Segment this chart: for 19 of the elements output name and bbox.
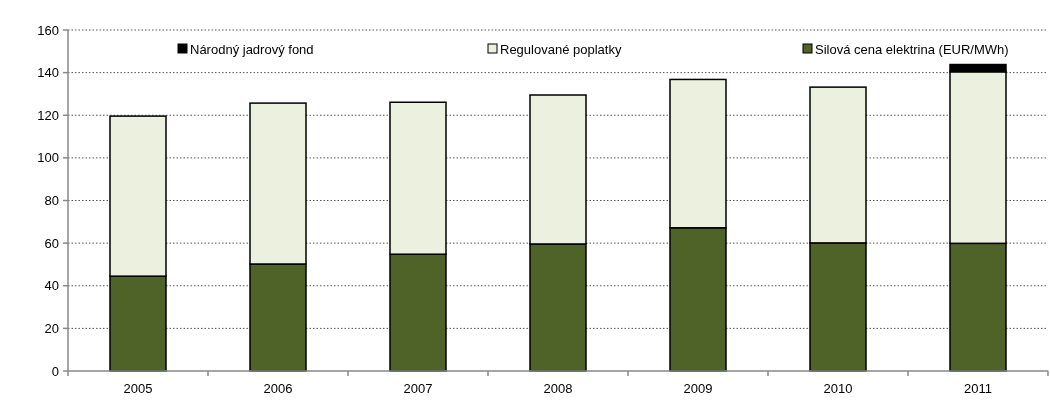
y-tick-label: 140 [37, 65, 59, 81]
x-tick-label: 2005 [123, 381, 153, 396]
x-tick-label: 2006 [263, 381, 293, 396]
x-tick-label: 2009 [683, 381, 713, 396]
legend-label: Regulované poplatky [500, 41, 622, 57]
x-tick-label: 2011 [964, 381, 992, 396]
x-tick-label: 2007 [403, 381, 433, 396]
y-tick-label: 80 [44, 193, 59, 209]
legend-label: Národný jadrový fond [190, 41, 314, 57]
y-tick-label: 120 [37, 107, 59, 123]
x-tick-label: 2010 [823, 381, 853, 396]
x-tick-label: 2008 [543, 381, 573, 396]
y-tick-label: 0 [51, 363, 59, 379]
y-tick-label: 60 [44, 235, 59, 251]
legend-label: Silová cena elektrina (EUR/MWh) [815, 41, 1009, 57]
y-tick-label: 40 [44, 278, 59, 294]
y-tick-label: 160 [37, 22, 59, 38]
y-tick-label: 100 [37, 150, 59, 166]
y-tick-label: 20 [44, 320, 59, 336]
